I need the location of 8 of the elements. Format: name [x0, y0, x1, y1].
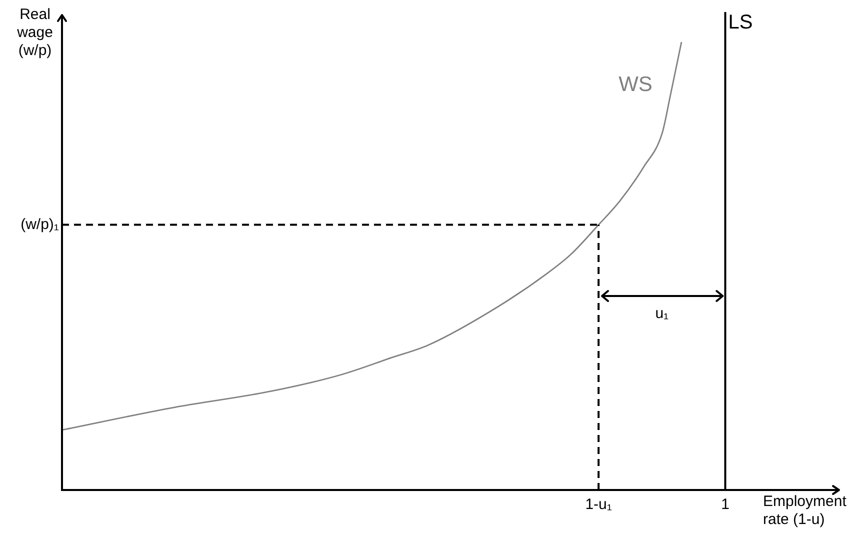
x-tick-label: 1-u₁	[585, 496, 612, 514]
x-tick-label: 1	[721, 496, 730, 514]
y-axis-title: Real wage (w/p)	[16, 6, 54, 60]
x-axis-title: Employment rate (1-u)	[763, 493, 848, 529]
ref-line-label: (w/p)₁	[20, 216, 59, 233]
ref-line-label: LS	[728, 12, 753, 34]
annotation: u₁	[655, 305, 669, 322]
series-label: WS	[618, 72, 652, 96]
